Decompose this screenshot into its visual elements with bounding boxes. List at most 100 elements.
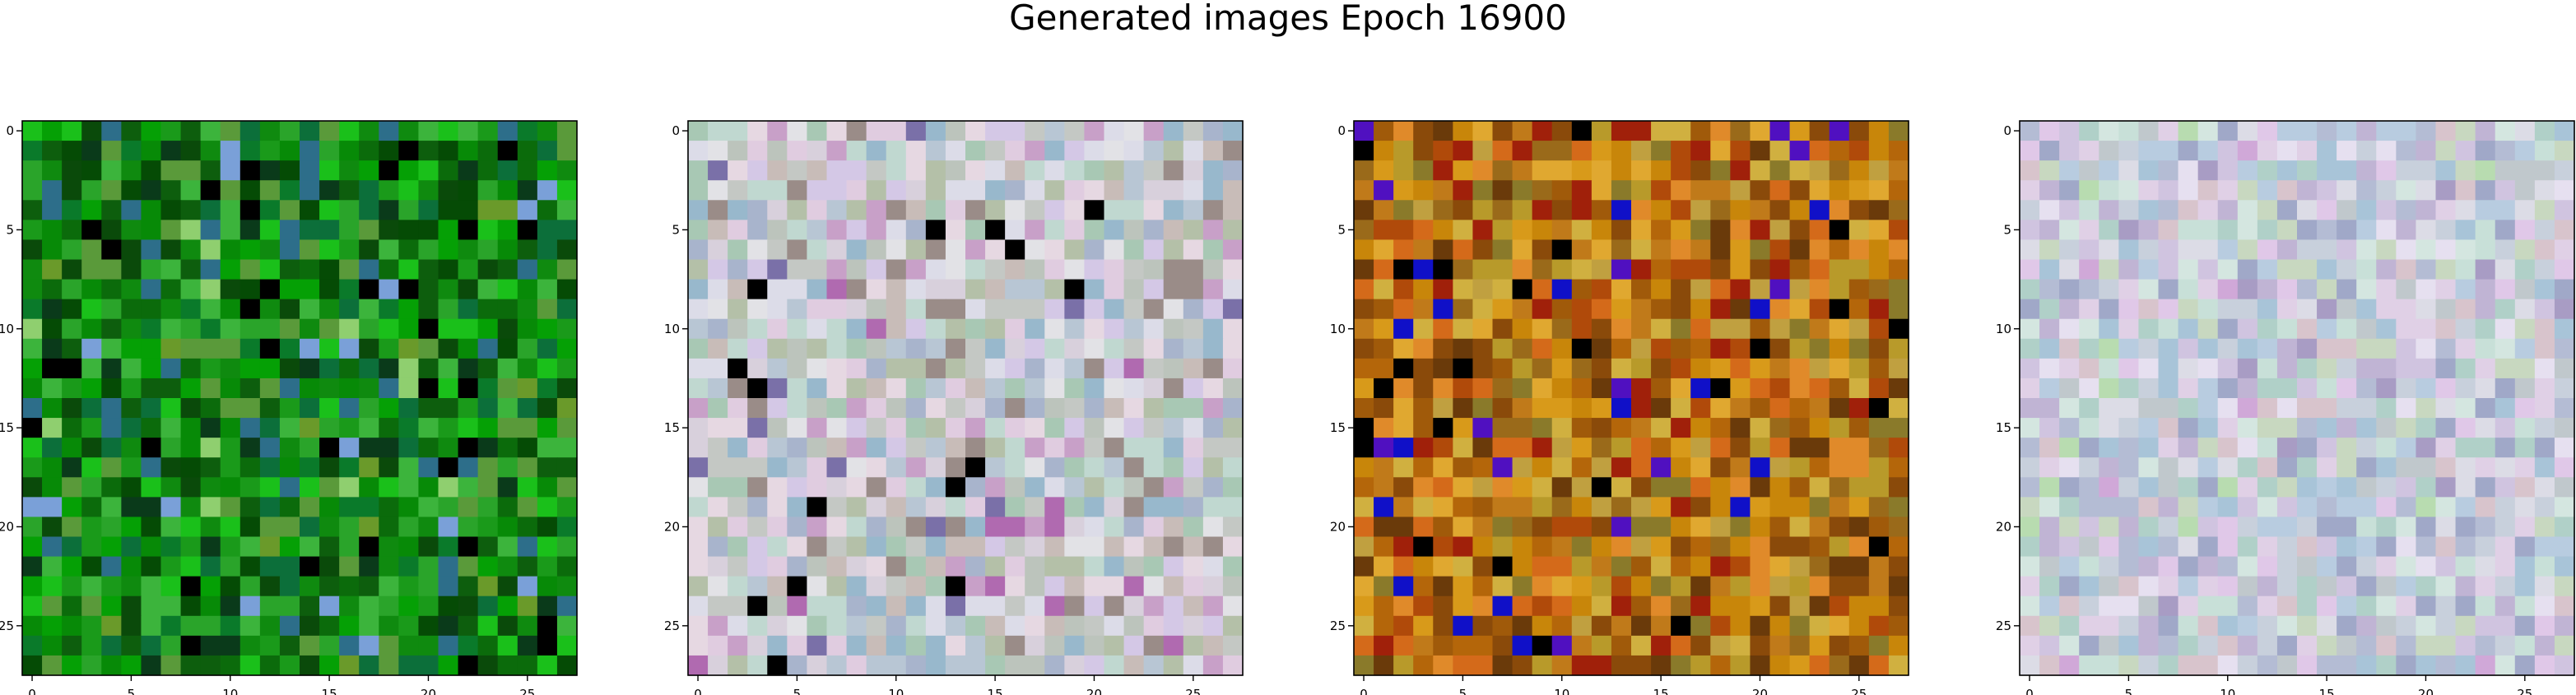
pixel-cell (2039, 576, 2060, 597)
pixel-cell (2197, 299, 2219, 320)
pixel-cell (81, 160, 102, 181)
pixel-cell (1789, 318, 1811, 340)
pixel-cell (1025, 121, 1045, 141)
pixel-cell (1084, 576, 1105, 597)
pixel-cell (846, 517, 867, 538)
pixel-cell (1829, 299, 1850, 320)
pixel-cell (2475, 141, 2496, 161)
pixel-cell (728, 438, 748, 458)
pixel-cell (200, 595, 221, 617)
pixel-cell (101, 497, 122, 518)
pixel-cell (1433, 220, 1453, 241)
pixel-cell (279, 338, 300, 359)
pixel-cell (1710, 615, 1731, 637)
pixel-cell (747, 595, 768, 617)
pixel-cell (300, 279, 320, 300)
pixel-cell (160, 635, 182, 656)
pixel-cell (1163, 398, 1184, 419)
pixel-cell (101, 615, 122, 637)
pixel-cell (1143, 438, 1165, 458)
pixel-cell (945, 160, 966, 181)
pixel-cell (1374, 477, 1394, 498)
pixel-cell (101, 556, 122, 577)
pixel-cell (1730, 220, 1751, 241)
pixel-cell (2099, 595, 2119, 617)
pixel-cell (1354, 398, 1374, 419)
pixel-cell (945, 615, 966, 637)
pixel-cell (688, 121, 709, 141)
x-tick-label: 25 (519, 687, 535, 695)
pixel-cell (2039, 299, 2060, 320)
pixel-cell (787, 239, 808, 261)
pixel-cell (1492, 418, 1514, 438)
pixel-cell (2495, 595, 2516, 617)
pixel-cell (1044, 517, 1065, 538)
pixel-cell (379, 318, 399, 340)
pixel-cell (1123, 497, 1145, 518)
pixel-cell (1551, 595, 1573, 617)
pixel-cell (866, 259, 887, 280)
pixel-cell (1374, 556, 1394, 577)
pixel-cell (1848, 378, 1870, 399)
pixel-cell (2197, 378, 2219, 399)
pixel-cell (556, 200, 578, 220)
pixel-cell (220, 576, 241, 597)
pixel-cell (985, 398, 1006, 419)
y-tick-label: 10 (0, 322, 14, 336)
pixel-cell (2158, 595, 2179, 617)
pixel-cell (2079, 141, 2099, 161)
pixel-cell (1393, 160, 1414, 181)
pixel-cell (2217, 438, 2239, 458)
pixel-cell (2317, 655, 2337, 676)
pixel-cell (259, 299, 281, 320)
pixel-cell (1750, 497, 1771, 518)
pixel-cell (2257, 438, 2278, 458)
pixel-cell (319, 517, 340, 538)
pixel-cell (2276, 259, 2298, 280)
pixel-cell (1651, 338, 1672, 359)
pixel-cell (1611, 398, 1632, 419)
pixel-cell (1571, 160, 1593, 181)
pixel-cell (1769, 220, 1791, 241)
pixel-cell (2356, 556, 2377, 577)
pixel-cell (1183, 200, 1204, 220)
pixel-cell (497, 438, 518, 458)
pixel-cell (2554, 438, 2575, 458)
pixel-cell (1690, 655, 1711, 676)
pixel-cell (1750, 239, 1771, 261)
pixel-cell (925, 299, 946, 320)
pixel-cell (2178, 358, 2199, 379)
pixel-cell (1809, 121, 1830, 141)
pixel-cell (1789, 239, 1811, 261)
pixel-cell (2237, 595, 2258, 617)
pixel-cell (2257, 635, 2278, 656)
pixel-cell (1005, 299, 1025, 320)
pixel-cell (1064, 318, 1086, 340)
pixel-cell (1393, 398, 1414, 419)
pixel-cell (259, 576, 281, 597)
pixel-cell (1848, 239, 1870, 261)
pixel-cell (1591, 457, 1612, 478)
pixel-cell (1551, 418, 1573, 438)
pixel-cell (747, 398, 768, 419)
pixel-cell (1492, 141, 1514, 161)
pixel-cell (2197, 497, 2219, 518)
pixel-cell (747, 655, 768, 676)
pixel-cell (319, 398, 340, 419)
pixel-cell (2059, 457, 2080, 478)
pixel-cell (81, 635, 102, 656)
pixel-cell (160, 438, 182, 458)
pixel-cell (2514, 655, 2536, 676)
pixel-cell (1084, 398, 1105, 419)
pixel-cell (259, 180, 281, 201)
pixel-cell (279, 180, 300, 201)
pixel-cell (1222, 497, 1244, 518)
pixel-cell (2554, 418, 2575, 438)
pixel-cell (1730, 378, 1751, 399)
pixel-cell (200, 655, 221, 676)
pixel-cell (2138, 200, 2160, 220)
pixel-cell (807, 259, 828, 280)
pixel-cell (1571, 576, 1593, 597)
pixel-cell (1044, 220, 1065, 241)
